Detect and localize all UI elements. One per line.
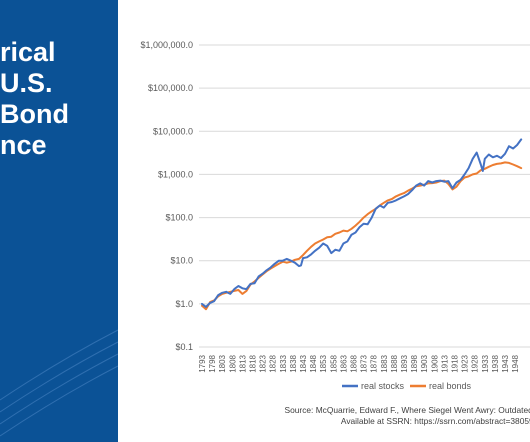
series-lines bbox=[201, 138, 523, 311]
x-axis-tick-labels: 1793 1798 1803 1808 1813 1818 1823 1828 1833 1838… bbox=[198, 354, 520, 372]
x-tick-label: 1838 bbox=[289, 354, 298, 372]
x-tick-label: 1923 bbox=[461, 354, 470, 372]
x-tick-label: 1853 bbox=[319, 354, 328, 372]
decorative-swoosh bbox=[0, 329, 118, 437]
y-tick-label: $0.1 bbox=[175, 342, 193, 352]
x-tick-label: 1798 bbox=[208, 354, 217, 372]
x-tick-label: 1913 bbox=[440, 354, 449, 372]
x-tick-label: 1938 bbox=[491, 354, 500, 372]
y-tick-label: $10,000.0 bbox=[153, 126, 193, 136]
source-citation-line-2: Available at SSRN: https://ssrn.com/abst… bbox=[340, 416, 530, 426]
slide-title-line-1: rical bbox=[0, 37, 56, 67]
x-tick-label: 1828 bbox=[269, 354, 278, 372]
x-tick-label: 1818 bbox=[249, 354, 258, 372]
x-tick-label: 1908 bbox=[430, 354, 439, 372]
growth-line-chart: $0.1 $1.0 $10.0 $100.0 $1,000.0 $10,000.0 $100… bbox=[140, 40, 530, 391]
x-tick-label: 1848 bbox=[309, 354, 318, 372]
gridlines bbox=[199, 44, 530, 348]
x-tick-label: 1843 bbox=[299, 354, 308, 372]
x-tick-label: 1833 bbox=[279, 354, 288, 372]
x-tick-label: 1928 bbox=[471, 354, 480, 372]
x-tick-label: 1943 bbox=[501, 354, 510, 372]
x-tick-label: 1878 bbox=[370, 354, 379, 372]
x-tick-label: 1808 bbox=[228, 354, 237, 372]
legend-label: real stocks bbox=[361, 381, 405, 391]
slide-title-line-3: Bond bbox=[0, 99, 69, 129]
x-tick-label: 1948 bbox=[511, 354, 520, 372]
x-tick-label: 1793 bbox=[198, 354, 207, 372]
chart-legend: real stocks real bonds bbox=[342, 381, 472, 391]
x-tick-label: 1933 bbox=[481, 354, 490, 372]
x-tick-label: 1873 bbox=[360, 354, 369, 372]
x-tick-label: 1893 bbox=[400, 354, 409, 372]
x-tick-label: 1918 bbox=[451, 354, 460, 372]
y-tick-label: $1,000,000.0 bbox=[140, 40, 193, 50]
real-bonds-line bbox=[201, 161, 523, 311]
y-axis-tick-labels: $0.1 $1.0 $10.0 $100.0 $1,000.0 $10,000.0 $100… bbox=[140, 40, 193, 352]
y-tick-label: $100.0 bbox=[165, 213, 193, 223]
y-tick-label: $1,000.0 bbox=[158, 169, 193, 179]
x-tick-label: 1868 bbox=[350, 354, 359, 372]
x-tick-label: 1813 bbox=[238, 354, 247, 372]
x-tick-label: 1863 bbox=[339, 354, 348, 372]
x-tick-label: 1803 bbox=[218, 354, 227, 372]
slide-title-line-2: U.S. bbox=[0, 68, 53, 98]
legend-label: real bonds bbox=[429, 381, 472, 391]
slide-title-line-4: nce bbox=[0, 130, 47, 160]
title-panel: rical U.S. Bond nce bbox=[0, 0, 118, 442]
x-tick-label: 1883 bbox=[380, 354, 389, 372]
x-tick-label: 1888 bbox=[390, 354, 399, 372]
real-stocks-line bbox=[201, 138, 523, 308]
y-tick-label: $1.0 bbox=[175, 299, 193, 309]
x-tick-label: 1903 bbox=[420, 354, 429, 372]
source-citation-line-1: Source: McQuarrie, Edward F., Where Sieg… bbox=[284, 405, 530, 415]
y-tick-label: $10.0 bbox=[170, 256, 193, 266]
x-tick-label: 1823 bbox=[259, 354, 268, 372]
x-tick-label: 1858 bbox=[329, 354, 338, 372]
y-tick-label: $100,000.0 bbox=[148, 83, 193, 93]
x-tick-label: 1898 bbox=[410, 354, 419, 372]
